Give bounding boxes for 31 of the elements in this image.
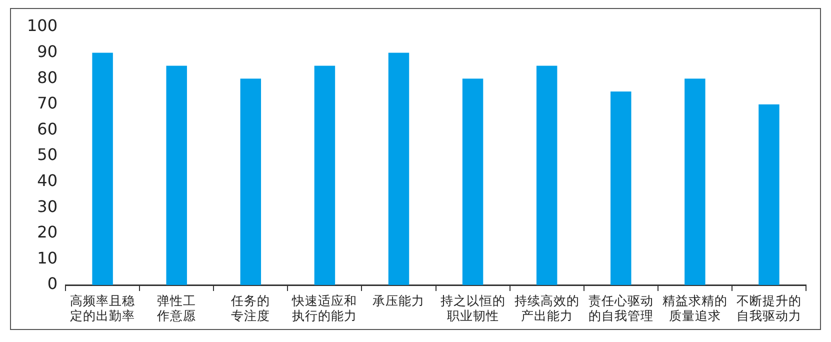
y-tick-label: 90 bbox=[37, 42, 58, 61]
bar bbox=[758, 104, 780, 285]
x-tick-label: 高频率且稳定的出勤率 bbox=[70, 292, 136, 323]
bar bbox=[610, 92, 632, 285]
y-tick-label: 100 bbox=[26, 16, 58, 36]
bar bbox=[684, 78, 706, 285]
bar bbox=[314, 66, 336, 285]
bar bbox=[240, 78, 262, 285]
x-tick-label: 承压能力 bbox=[372, 292, 425, 308]
x-tick-label: 精益求精的质量追求 bbox=[662, 292, 728, 323]
x-tick-label: 持之以恒的职业韧性 bbox=[440, 292, 506, 323]
x-tick-label: 任务的专注度 bbox=[230, 292, 270, 323]
x-tick-label: 不断提升的自我驱动力 bbox=[736, 292, 802, 323]
y-tick-label: 0 bbox=[47, 274, 58, 294]
x-tick-label: 弹性工作意愿 bbox=[156, 292, 196, 323]
bar bbox=[166, 66, 187, 285]
bar bbox=[388, 52, 410, 285]
x-tick-label: 责任心驱动的自我管理 bbox=[588, 292, 654, 323]
y-tick-label: 10 bbox=[37, 248, 58, 268]
y-tick-label: 70 bbox=[37, 94, 58, 113]
x-tick-label: 持续高效的产出能力 bbox=[514, 292, 580, 323]
y-tick-label: 30 bbox=[37, 196, 58, 216]
bar bbox=[92, 52, 113, 285]
bar bbox=[462, 78, 484, 285]
bar bbox=[536, 66, 558, 285]
y-tick-label: 20 bbox=[37, 222, 58, 242]
y-tick-label: 60 bbox=[37, 119, 58, 138]
y-tick-label: 80 bbox=[37, 68, 58, 87]
y-tick-label: 50 bbox=[37, 145, 58, 164]
y-tick-label: 40 bbox=[37, 170, 58, 190]
x-tick-label: 快速适应和执行的能力 bbox=[291, 292, 358, 323]
